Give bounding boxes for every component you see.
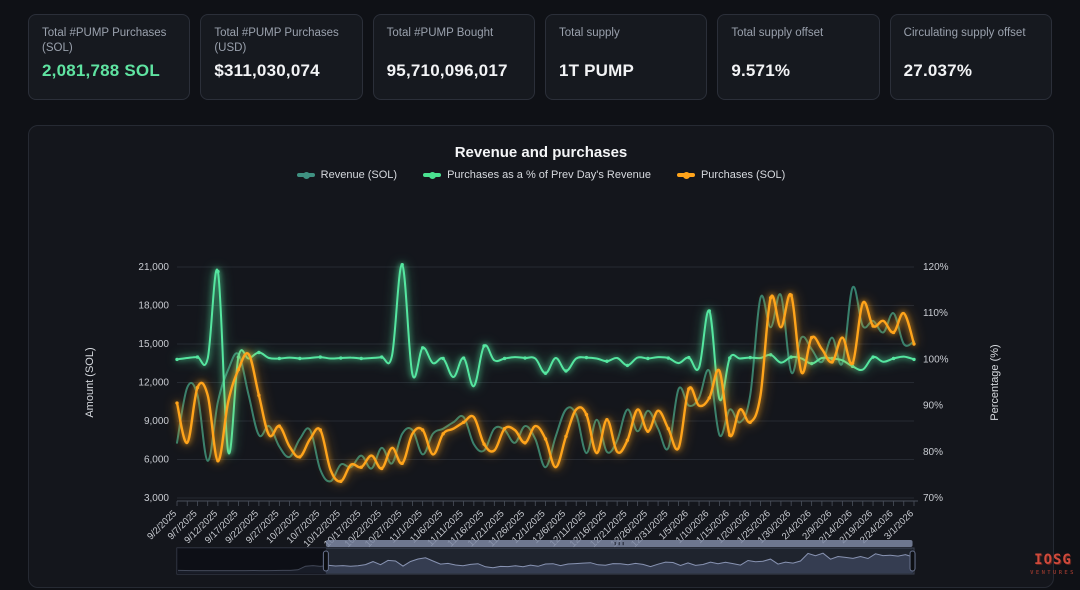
stat-label: Total #PUMP Bought — [386, 27, 494, 39]
series-2-line — [175, 293, 916, 484]
chart-title: Revenue and purchases — [454, 144, 628, 161]
chart-legend: Revenue (SOL) Purchases as a % of Prev D… — [29, 169, 1053, 181]
svg-text:Amount (SOL): Amount (SOL) — [84, 347, 96, 417]
legend-label: Purchases (SOL) — [700, 169, 786, 181]
stat-card-total-supply: Total supply 1T PUMP — [544, 14, 708, 100]
svg-text:12,000: 12,000 — [138, 378, 169, 389]
svg-text:3,000: 3,000 — [144, 493, 169, 504]
logo-subtitle: VENTURES — [1030, 570, 1076, 576]
stat-value: 2,081,788 SOL — [42, 61, 160, 80]
stat-label: Total supply offset — [731, 27, 824, 39]
legend-item-purchases-pct[interactable]: Purchases as a % of Prev Day's Revenue — [423, 169, 651, 181]
legend-item-purchases-sol[interactable]: Purchases (SOL) — [676, 169, 786, 181]
stat-label: Total #PUMP Purchases (SOL) — [42, 27, 167, 54]
stats-row: Total #PUMP Purchases (SOL) 2,081,788 SO… — [28, 14, 1052, 100]
legend-marker-icon — [423, 171, 442, 179]
revenue-purchases-chart[interactable]: 21,000 18,000 15,000 12,000 9,000 6,000 3,000 A… — [29, 126, 1053, 587]
navigator-area — [178, 553, 913, 573]
svg-text:70%: 70% — [923, 493, 943, 504]
svg-text:90%: 90% — [923, 401, 943, 412]
stat-value: 1T PUMP — [558, 61, 635, 80]
svg-text:6,000: 6,000 — [144, 455, 169, 466]
stat-value: 27.037% — [903, 61, 973, 80]
legend-item-revenue-sol[interactable]: Revenue (SOL) — [296, 169, 398, 181]
navigator-handle-left[interactable] — [322, 550, 329, 572]
chart-navigator[interactable] — [176, 540, 916, 575]
iosg-ventures-logo: IOSG VENTURES — [1026, 553, 1080, 576]
legend-marker-icon — [676, 171, 695, 179]
svg-text:120%: 120% — [923, 262, 949, 273]
grip-dots-icon — [614, 542, 616, 546]
chart-panel: Revenue and purchases Revenue (SOL) Purc… — [28, 125, 1054, 588]
y-axis-left: 21,000 18,000 15,000 12,000 9,000 6,000 3,000 A… — [84, 262, 169, 504]
stat-label: Total supply — [558, 27, 620, 39]
svg-text:Percentage (%): Percentage (%) — [989, 344, 1001, 420]
grid-lines — [177, 266, 914, 499]
legend-marker-icon — [296, 171, 315, 179]
grip-dots-icon — [618, 542, 620, 546]
stat-label: Total #PUMP Purchases (USD) — [214, 27, 339, 54]
legend-label: Revenue (SOL) — [320, 169, 398, 181]
stat-value: 95,710,096,017 — [386, 61, 508, 80]
stat-card-pump-purchases-usd: Total #PUMP Purchases (USD) $311,030,074 — [200, 14, 363, 100]
navigator-selection[interactable] — [325, 548, 913, 574]
stat-card-circulating-supply-offset: Circulating supply offset 27.037% — [889, 14, 1052, 100]
stat-value: 9.571% — [731, 61, 791, 80]
series-0-line — [176, 285, 915, 483]
svg-text:80%: 80% — [923, 447, 943, 458]
svg-text:15,000: 15,000 — [138, 339, 169, 350]
svg-text:9,000: 9,000 — [144, 416, 169, 427]
series-1-line — [175, 262, 916, 455]
grip-dots-icon — [622, 542, 624, 546]
svg-text:100%: 100% — [923, 354, 949, 365]
stat-label: Circulating supply offset — [903, 27, 1026, 39]
svg-text:110%: 110% — [923, 308, 948, 319]
svg-text:18,000: 18,000 — [138, 301, 169, 312]
legend-label: Purchases as a % of Prev Day's Revenue — [447, 169, 651, 181]
stat-card-total-supply-offset: Total supply offset 9.571% — [717, 14, 880, 100]
svg-text:21,000: 21,000 — [138, 262, 169, 273]
stat-value: $311,030,074 — [214, 61, 320, 80]
stat-card-pump-bought: Total #PUMP Bought 95,710,096,017 — [372, 14, 535, 100]
navigator-handle-right[interactable] — [909, 550, 916, 572]
logo-wordmark: IOSG — [1034, 552, 1072, 568]
stat-card-pump-purchases-sol: Total #PUMP Purchases (SOL) 2,081,788 SO… — [28, 14, 191, 100]
y-axis-right: 120% 110% 100% 90% 80% 70% Percentage (%) — [923, 262, 1001, 504]
